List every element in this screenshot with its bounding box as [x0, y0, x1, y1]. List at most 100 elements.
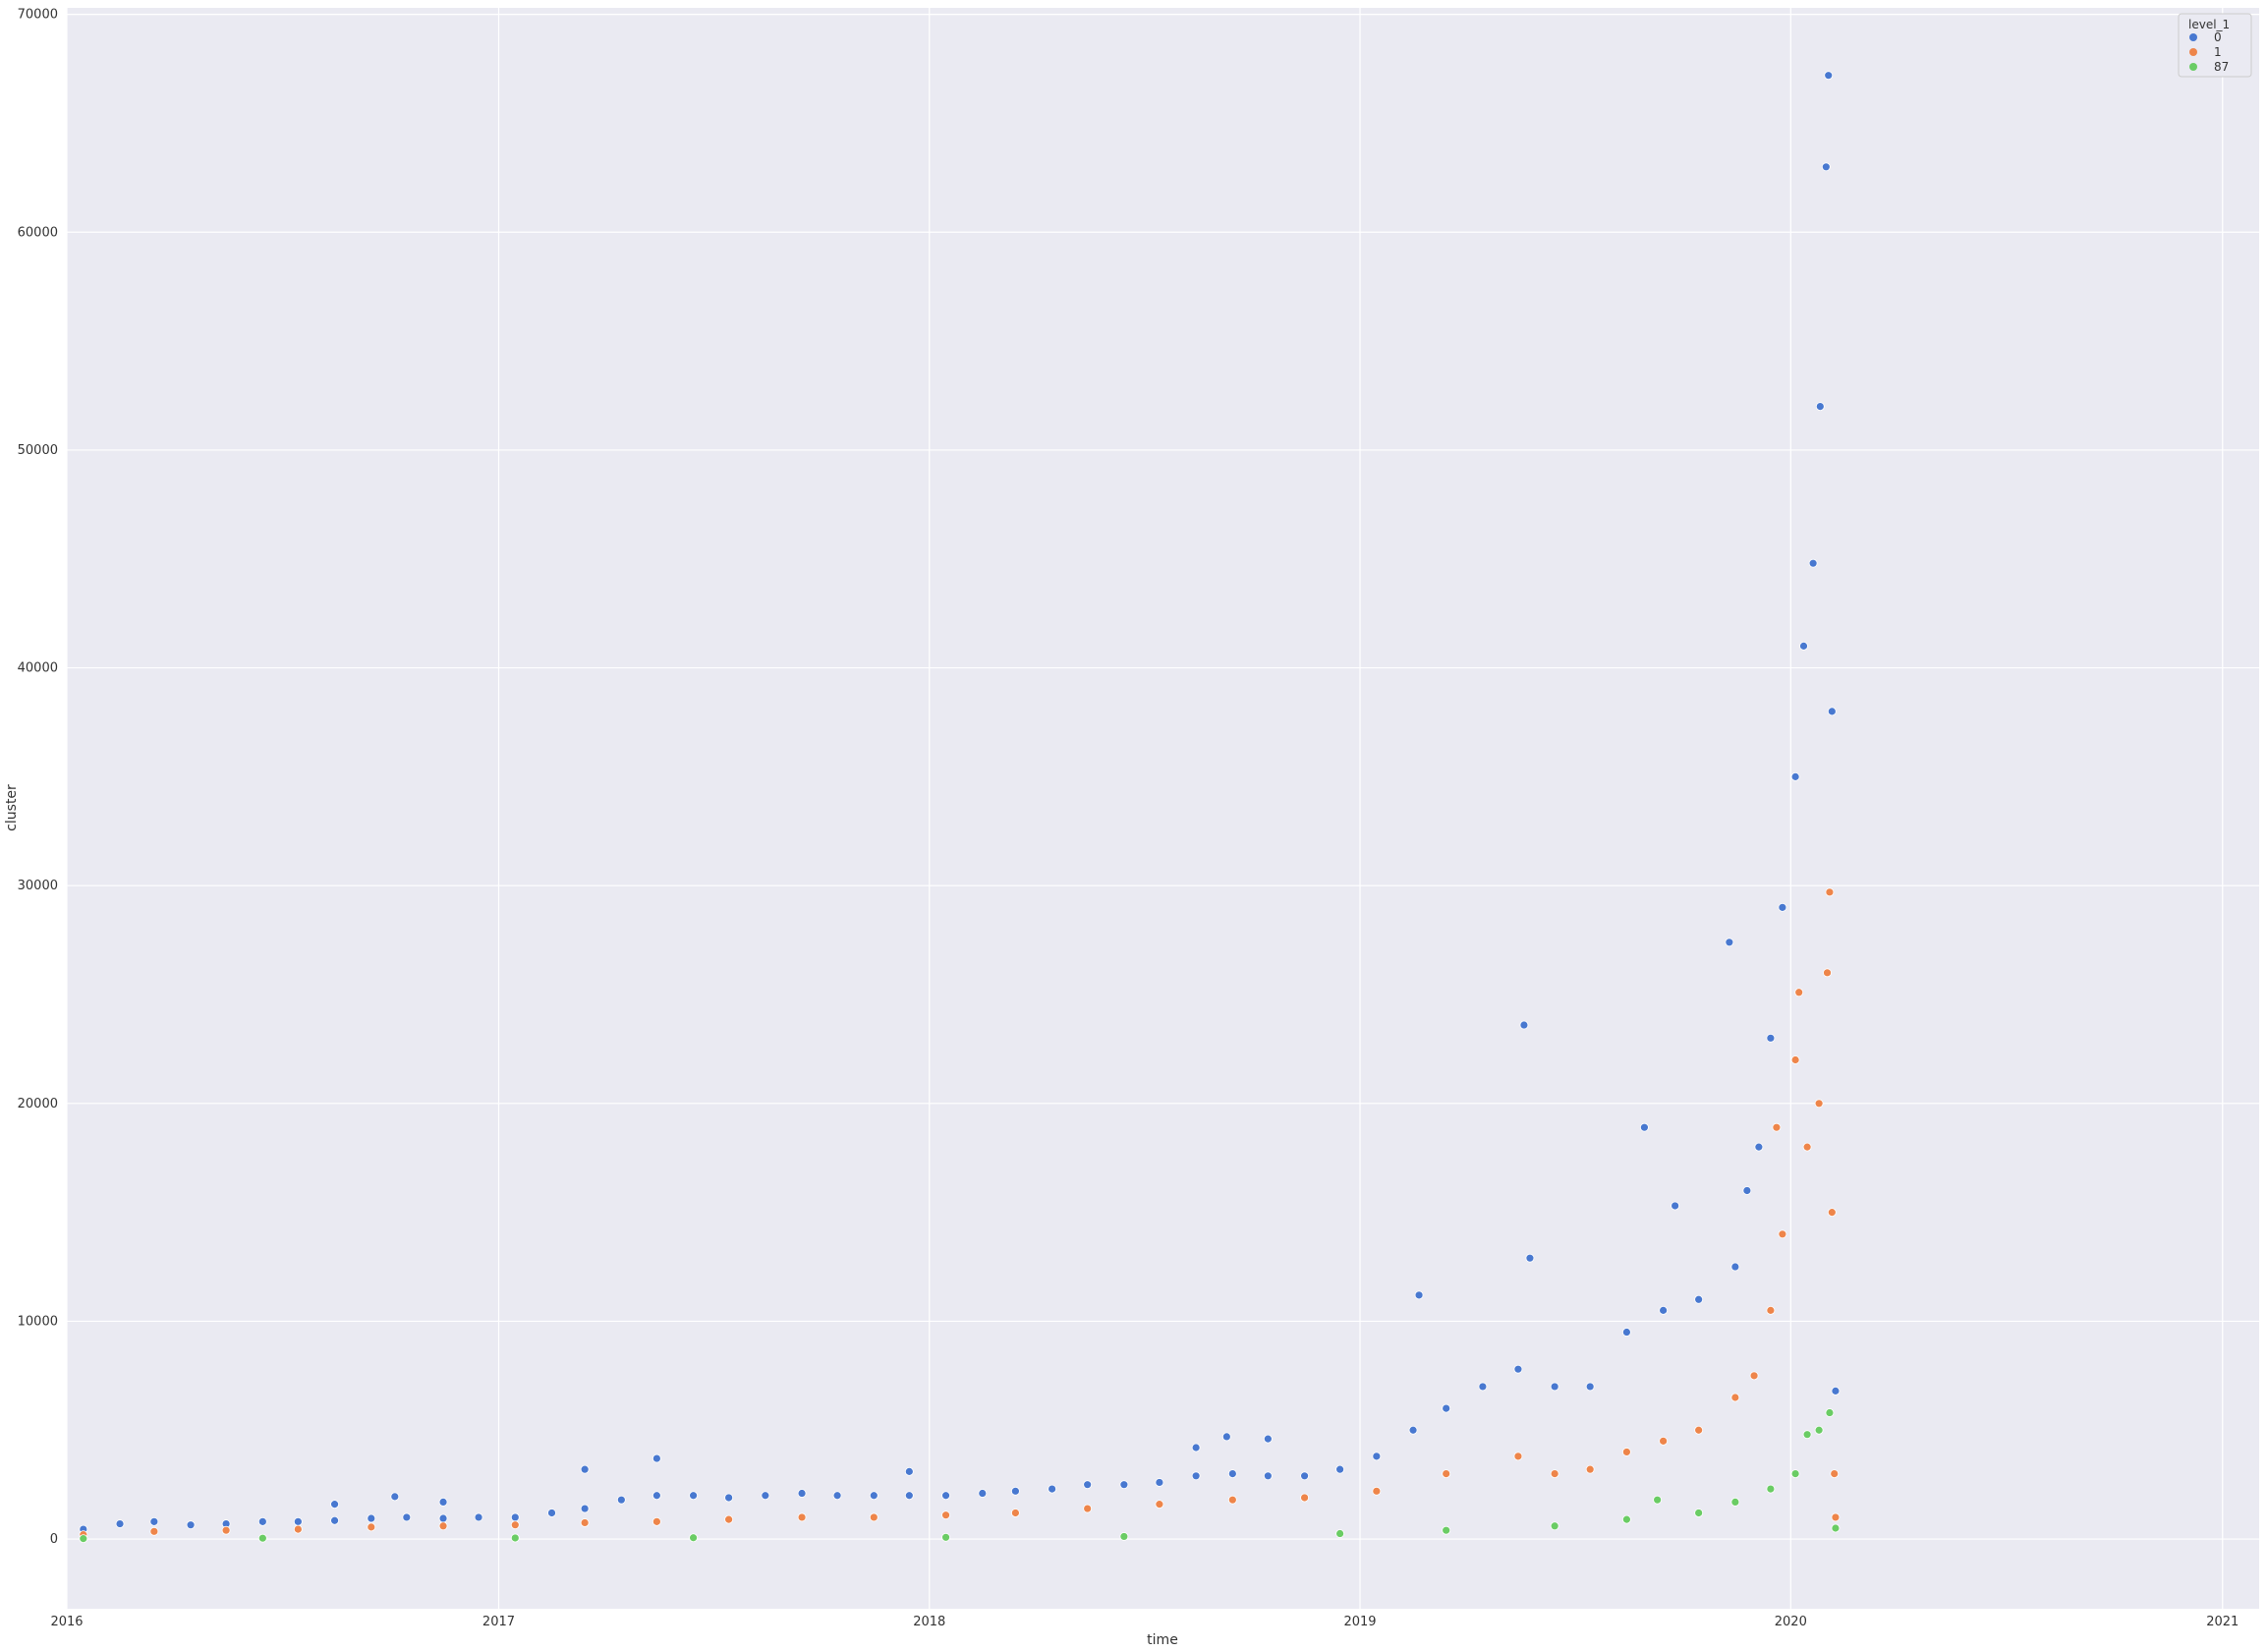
data-point [474, 1512, 483, 1522]
data-point [1730, 1498, 1740, 1507]
data-point [1263, 1471, 1273, 1481]
data-point [1694, 1509, 1704, 1517]
data-point [330, 1515, 339, 1525]
data-point [1790, 771, 1800, 781]
data-point [1550, 1469, 1559, 1478]
data-point [1513, 1364, 1523, 1374]
data-point [438, 1521, 448, 1531]
legend-label: 0 [2214, 30, 2222, 44]
data-point [1730, 1393, 1740, 1402]
data-point [221, 1525, 231, 1535]
data-point [652, 1453, 661, 1463]
data-point [616, 1495, 626, 1505]
y-tick-label: 60000 [18, 225, 58, 240]
data-point [652, 1491, 661, 1501]
data-point [1772, 1122, 1782, 1132]
legend-entry: 1 [2189, 45, 2222, 59]
data-point [367, 1522, 376, 1532]
data-point [904, 1466, 914, 1476]
legend-label: 1 [2214, 45, 2222, 59]
data-point [1011, 1509, 1020, 1517]
data-point [1513, 1452, 1523, 1461]
data-point [1799, 641, 1808, 651]
data-point [689, 1491, 699, 1501]
x-tick-label: 2016 [50, 1615, 83, 1629]
data-point [1754, 1142, 1764, 1152]
data-point [1653, 1495, 1663, 1505]
data-point [1790, 1469, 1800, 1478]
y-tick-label: 70000 [18, 8, 58, 23]
data-point [689, 1533, 699, 1543]
x-tick-labels: 2016 2017 2018 2019 2020 2021 [50, 1615, 2239, 1629]
data-point [1694, 1294, 1704, 1304]
y-tick-label: 0 [50, 1532, 58, 1547]
data-point [293, 1524, 303, 1534]
data-point [797, 1512, 807, 1522]
x-tick-label: 2020 [1775, 1615, 1807, 1629]
data-point [1335, 1464, 1345, 1474]
data-point [186, 1520, 196, 1530]
data-point [547, 1509, 556, 1517]
grid-lines [66, 8, 2259, 1609]
data-point [1442, 1403, 1451, 1413]
x-tick-label: 2021 [2206, 1615, 2239, 1629]
data-point [1478, 1382, 1488, 1392]
data-point [941, 1510, 950, 1520]
data-point [1155, 1500, 1164, 1510]
data-point [1808, 558, 1818, 568]
data-point [510, 1520, 520, 1530]
data-point [1825, 887, 1835, 897]
data-point [1766, 1033, 1776, 1043]
data-point [1725, 938, 1734, 947]
data-point [1659, 1305, 1669, 1315]
data-point [390, 1492, 400, 1502]
data-point [1119, 1480, 1129, 1490]
data-point [115, 1519, 125, 1528]
data-point [330, 1500, 339, 1510]
data-point [510, 1533, 520, 1543]
data-point [832, 1491, 842, 1501]
data-point [1621, 1328, 1631, 1337]
data-point [1221, 1432, 1231, 1442]
data-point [1335, 1529, 1345, 1538]
data-point [1083, 1504, 1093, 1513]
data-point [1824, 71, 1834, 81]
data-point [79, 1534, 88, 1544]
data-point [1585, 1464, 1595, 1474]
data-point [1300, 1471, 1309, 1481]
x-tick-label: 2017 [482, 1615, 515, 1629]
y-tick-label: 30000 [18, 879, 58, 893]
legend-marker [2189, 48, 2197, 56]
data-point [1831, 1386, 1841, 1396]
data-point [724, 1514, 734, 1524]
data-point [367, 1513, 376, 1523]
data-point [580, 1504, 590, 1513]
x-axis-label: time [1147, 1632, 1178, 1648]
data-point [1414, 1290, 1424, 1300]
x-tick-label: 2019 [1343, 1615, 1376, 1629]
series-87 [79, 1408, 1841, 1544]
data-point [1831, 1512, 1841, 1522]
data-point [1191, 1471, 1201, 1481]
data-point [1766, 1305, 1776, 1315]
data-point [1766, 1484, 1776, 1494]
data-point [580, 1518, 590, 1527]
data-point [1227, 1469, 1237, 1478]
y-tick-label: 20000 [18, 1097, 58, 1111]
data-point [257, 1533, 267, 1543]
data-point [1263, 1434, 1273, 1444]
data-point [1083, 1480, 1093, 1490]
data-point [1827, 707, 1837, 716]
data-point [1155, 1478, 1164, 1487]
series-0 [79, 71, 1841, 1534]
data-point [1659, 1436, 1669, 1446]
data-point [1550, 1382, 1559, 1392]
y-tick-label: 10000 [18, 1314, 58, 1329]
data-point [652, 1516, 661, 1526]
y-tick-label: 50000 [18, 443, 58, 458]
data-point [438, 1513, 448, 1523]
data-point [1191, 1443, 1201, 1453]
